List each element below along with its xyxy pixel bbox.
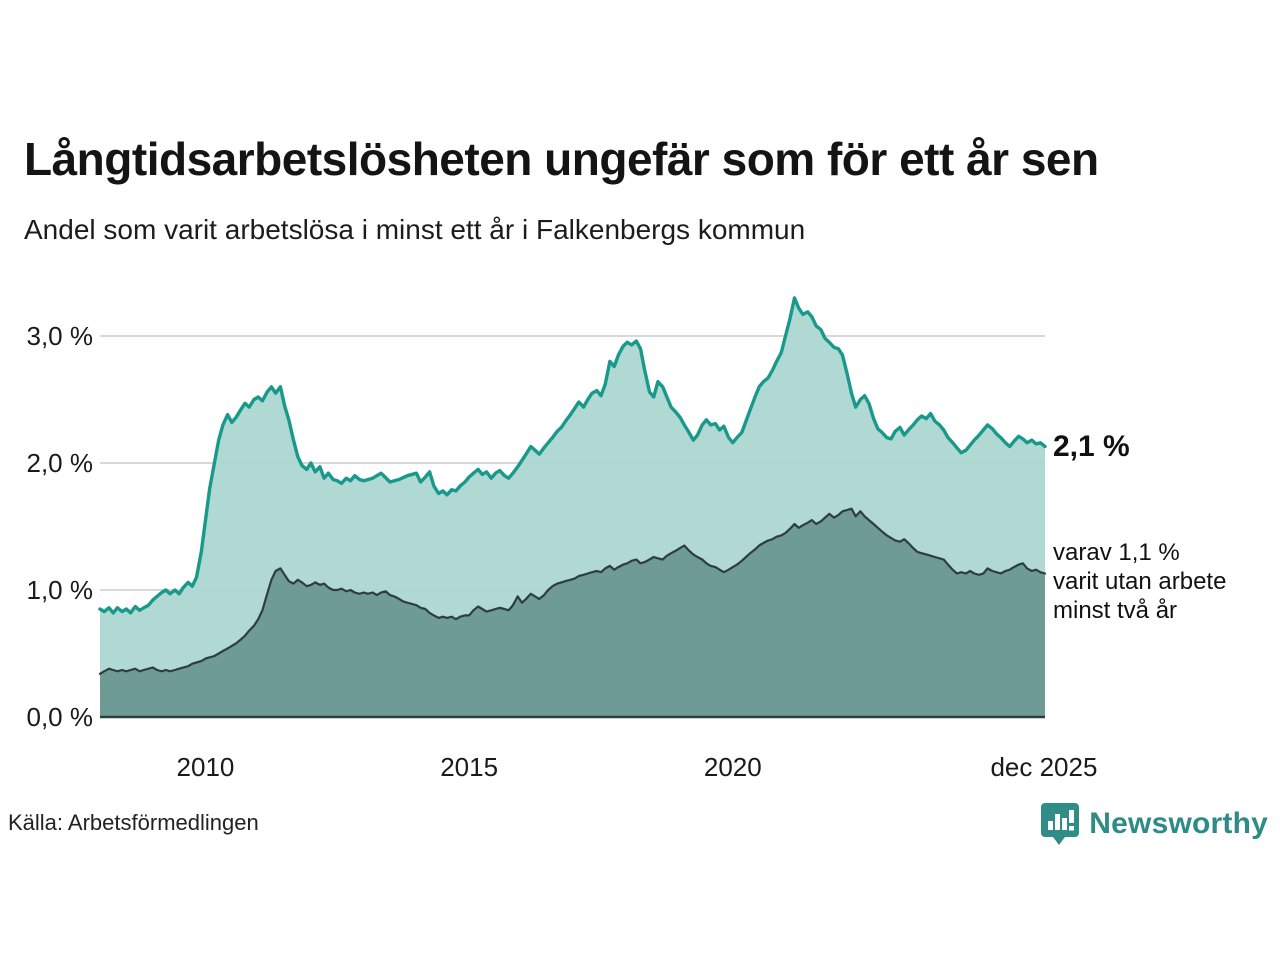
x-axis-tick-label: 2010 [176, 752, 235, 782]
latest-value-label: 2,1 % [1053, 430, 1130, 463]
brand-logo: Newsworthy [1040, 801, 1268, 847]
y-axis-tick-label: 0,0 % [26, 702, 94, 732]
secondary-value-line1: varav 1,1 % [1053, 539, 1180, 566]
y-axis-tick-label: 2,0 % [26, 448, 94, 478]
series-twoyear-area-line [98, 507, 1047, 675]
page-title: Långtidsarbetslösheten ungefär som för e… [24, 133, 1099, 185]
y-axis-tick-label: 3,0 % [26, 321, 94, 351]
series-twoyear-area [100, 508, 1045, 717]
x-axis-tick-label: 2015 [440, 752, 499, 782]
y-axis-tick-label: 1,0 % [26, 575, 94, 605]
source-credit: Källa: Arbetsförmedlingen [8, 810, 259, 835]
chart-subtitle: Andel som varit arbetslösa i minst ett å… [24, 214, 806, 245]
x-axis-tick-label: dec 2025 [990, 752, 1098, 782]
series-total-area-line [98, 296, 1047, 615]
brand-name: Newsworthy [1089, 807, 1268, 840]
x-axis-tick-label: 2020 [703, 752, 762, 782]
secondary-value-line3: minst två år [1053, 597, 1178, 624]
secondary-value-line2: varit utan arbete [1053, 568, 1227, 595]
newsworthy-icon [1041, 803, 1080, 845]
secondary-value-label: varav 1,1 % varit utan arbete minst två … [1053, 538, 1226, 625]
